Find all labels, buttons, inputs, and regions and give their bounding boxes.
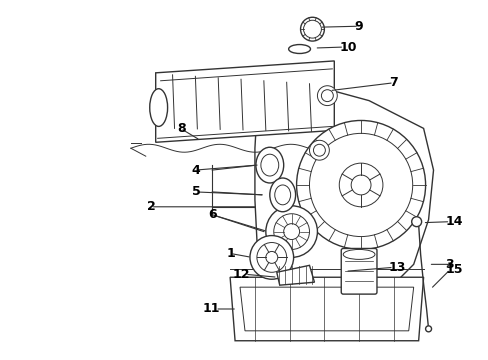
Circle shape — [296, 121, 425, 249]
Text: 11: 11 — [202, 302, 220, 315]
Circle shape — [339, 163, 382, 207]
Circle shape — [313, 144, 325, 156]
Circle shape — [309, 133, 412, 237]
Circle shape — [317, 86, 337, 105]
Circle shape — [309, 140, 328, 160]
Text: 8: 8 — [177, 122, 185, 135]
Text: 6: 6 — [208, 208, 217, 221]
Text: 1: 1 — [226, 247, 235, 260]
Polygon shape — [230, 277, 423, 341]
Text: 3: 3 — [445, 258, 453, 271]
Text: 12: 12 — [232, 268, 249, 281]
Text: 7: 7 — [388, 76, 397, 89]
Text: 9: 9 — [353, 20, 362, 33]
Text: 10: 10 — [339, 41, 356, 54]
Text: 15: 15 — [445, 263, 462, 276]
Circle shape — [321, 90, 333, 102]
Polygon shape — [254, 86, 433, 297]
Circle shape — [411, 217, 421, 227]
Circle shape — [300, 17, 324, 41]
Text: 13: 13 — [388, 261, 406, 274]
FancyBboxPatch shape — [341, 248, 376, 294]
Ellipse shape — [255, 147, 283, 183]
Text: 4: 4 — [191, 163, 200, 176]
Circle shape — [273, 214, 309, 249]
Ellipse shape — [149, 89, 167, 126]
Circle shape — [350, 175, 370, 195]
Circle shape — [265, 251, 277, 264]
Polygon shape — [276, 265, 314, 285]
Circle shape — [256, 243, 286, 272]
Ellipse shape — [274, 185, 290, 205]
Ellipse shape — [260, 154, 278, 176]
Polygon shape — [155, 61, 334, 142]
Circle shape — [283, 224, 299, 239]
Text: 2: 2 — [146, 200, 155, 213]
Text: 5: 5 — [191, 185, 200, 198]
Text: 14: 14 — [445, 215, 462, 228]
Circle shape — [303, 20, 321, 38]
Ellipse shape — [343, 249, 374, 260]
Circle shape — [249, 235, 293, 279]
Ellipse shape — [269, 178, 295, 212]
Circle shape — [425, 326, 431, 332]
Ellipse shape — [288, 45, 310, 54]
Circle shape — [265, 206, 317, 257]
